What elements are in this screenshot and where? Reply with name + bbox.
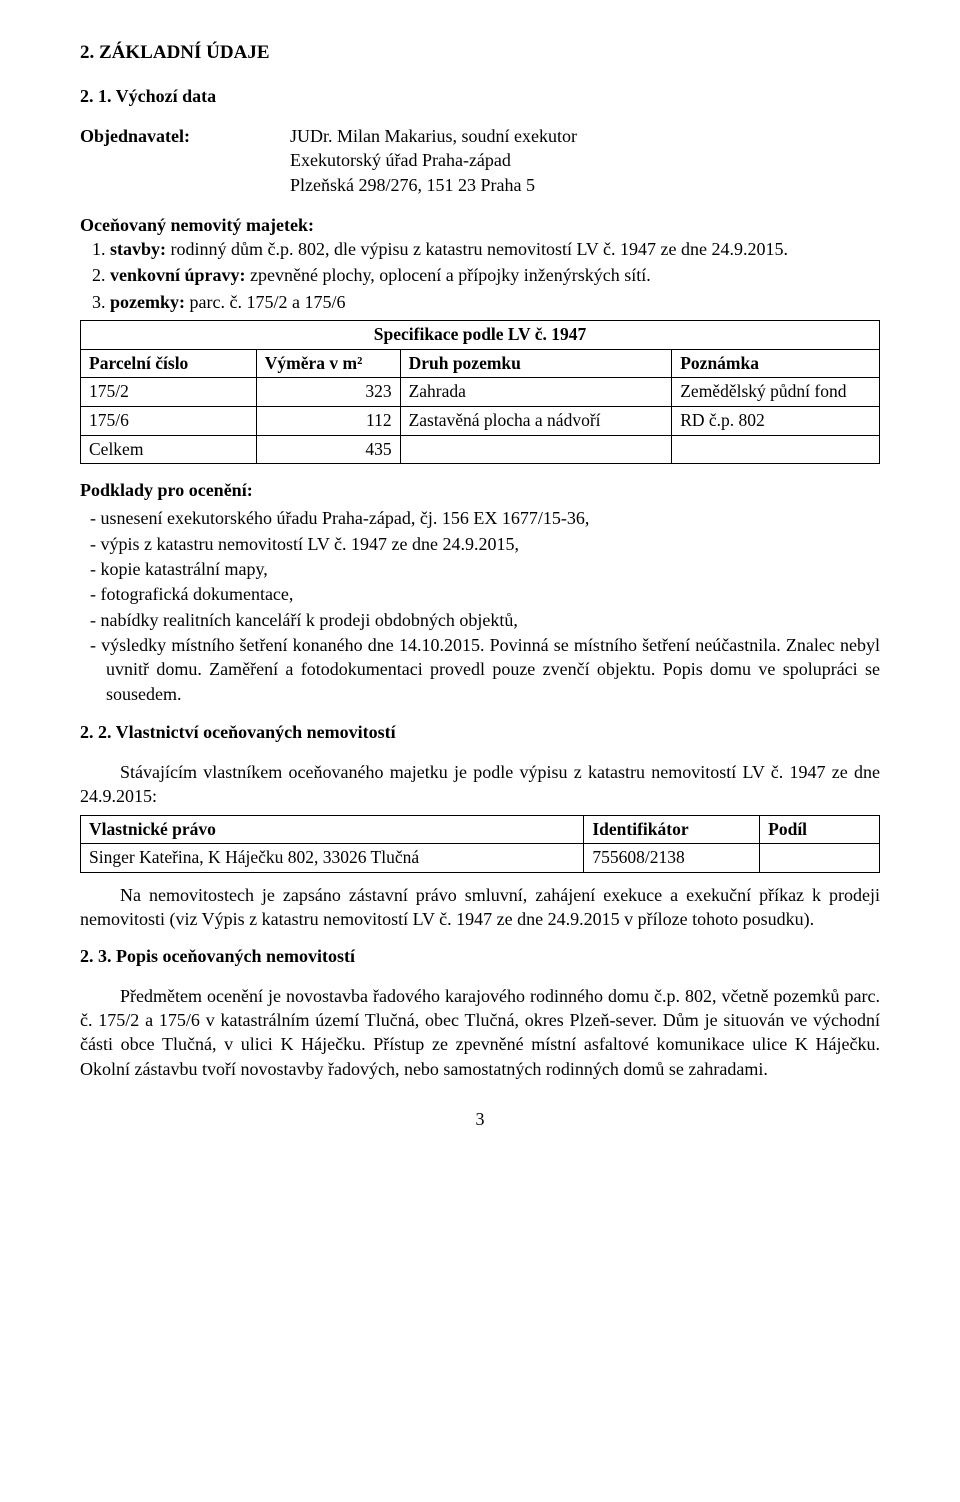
own-col-0: Vlastnické právo: [81, 815, 584, 844]
cell: [672, 435, 880, 464]
page-number: 3: [80, 1107, 880, 1131]
spec-col-2: Druh pozemku: [400, 349, 672, 378]
cell: 112: [256, 406, 400, 435]
majetek-item-3-text: parc. č. 175/2 a 175/6: [190, 292, 346, 312]
table-row: 175/6 112 Zastavěná plocha a nádvoří RD …: [81, 406, 880, 435]
subsection-2-2-heading: 2. 2. Vlastnictví oceňovaných nemovitost…: [80, 720, 880, 744]
cell: 435: [256, 435, 400, 464]
cell: Singer Kateřina, K Háječku 802, 33026 Tl…: [81, 844, 584, 873]
objednavatel-value: JUDr. Milan Makarius, soudní exekutor Ex…: [290, 124, 577, 197]
cell: 755608/2138: [584, 844, 760, 873]
list-item: kopie katastrální mapy,: [106, 557, 880, 581]
majetek-item-1-prefix: stavby:: [110, 239, 171, 259]
majetek-item-3-prefix: pozemky:: [110, 292, 190, 312]
spec-table: Specifikace podle LV č. 1947 Parcelní čí…: [80, 320, 880, 464]
majetek-item-1-text: rodinný dům č.p. 802, dle výpisu z katas…: [171, 239, 788, 259]
vlastnictvi-intro: Stávajícím vlastníkem oceňovaného majetk…: [80, 760, 880, 809]
spec-col-1: Výměra v m²: [256, 349, 400, 378]
own-col-2: Podíl: [760, 815, 880, 844]
subsection-2-1-heading: 2. 1. Výchozí data: [80, 84, 880, 108]
table-row: Singer Kateřina, K Háječku 802, 33026 Tl…: [81, 844, 880, 873]
section-2-heading: 2. ZÁKLADNÍ ÚDAJE: [80, 40, 880, 66]
cell: Zemědělský půdní fond: [672, 378, 880, 407]
majetek-list: stavby: rodinný dům č.p. 802, dle výpisu…: [80, 237, 880, 314]
obj-line-3: Plzeňská 298/276, 151 23 Praha 5: [290, 173, 577, 197]
subsection-2-3-heading: 2. 3. Popis oceňovaných nemovitostí: [80, 944, 880, 968]
spec-col-3: Poznámka: [672, 349, 880, 378]
list-item: fotografická dokumentace,: [106, 582, 880, 606]
cell: 323: [256, 378, 400, 407]
podklady-list: usnesení exekutorského úřadu Praha-západ…: [80, 506, 880, 705]
cell: [400, 435, 672, 464]
zastavni-pravo-text: Na nemovitostech je zapsáno zástavní prá…: [80, 883, 880, 932]
obj-line-2: Exekutorský úřad Praha-západ: [290, 148, 577, 172]
list-item: usnesení exekutorského úřadu Praha-západ…: [106, 506, 880, 530]
cell: [760, 844, 880, 873]
list-item: nabídky realitních kanceláří k prodeji o…: [106, 608, 880, 632]
list-item: výsledky místního šetření konaného dne 1…: [106, 633, 880, 706]
own-col-1: Identifikátor: [584, 815, 760, 844]
spec-table-title: Specifikace podle LV č. 1947: [81, 321, 880, 350]
objednavatel-label: Objednavatel:: [80, 124, 290, 197]
podklady-heading: Podklady pro ocenění:: [80, 478, 880, 502]
spec-col-0: Parcelní číslo: [81, 349, 257, 378]
list-item: výpis z katastru nemovitostí LV č. 1947 …: [106, 532, 880, 556]
cell: Zastavěná plocha a nádvoří: [400, 406, 672, 435]
majetek-item-1: stavby: rodinný dům č.p. 802, dle výpisu…: [110, 237, 880, 261]
cell: 175/2: [81, 378, 257, 407]
ocenovany-majetek-label: Oceňovaný nemovitý majetek:: [80, 213, 880, 237]
objednavatel-row: Objednavatel: JUDr. Milan Makarius, soud…: [80, 124, 880, 197]
cell: RD č.p. 802: [672, 406, 880, 435]
majetek-item-2-text: zpevněné plochy, oplocení a přípojky inž…: [250, 265, 651, 285]
ownership-table: Vlastnické právo Identifikátor Podíl Sin…: [80, 815, 880, 873]
majetek-item-2: venkovní úpravy: zpevněné plochy, oploce…: [110, 263, 880, 287]
popis-text: Předmětem ocenění je novostavba řadového…: [80, 984, 880, 1081]
cell: Zahrada: [400, 378, 672, 407]
table-row: 175/2 323 Zahrada Zemědělský půdní fond: [81, 378, 880, 407]
majetek-item-2-prefix: venkovní úpravy:: [110, 265, 250, 285]
table-row: Celkem 435: [81, 435, 880, 464]
obj-line-1: JUDr. Milan Makarius, soudní exekutor: [290, 124, 577, 148]
cell: 175/6: [81, 406, 257, 435]
document-page: 2. ZÁKLADNÍ ÚDAJE 2. 1. Výchozí data Obj…: [0, 0, 960, 1502]
cell: Celkem: [81, 435, 257, 464]
majetek-item-3: pozemky: parc. č. 175/2 a 175/6: [110, 290, 880, 314]
